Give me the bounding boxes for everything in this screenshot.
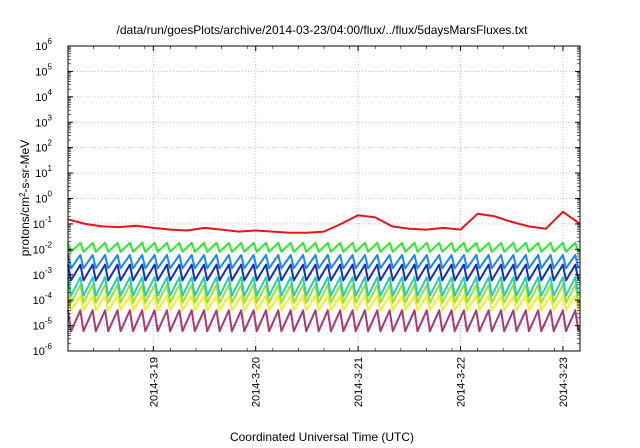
y-tick-exponent: 5	[48, 62, 53, 71]
y-tick-label: 102	[35, 139, 52, 155]
y-tick-label: 10-5	[33, 317, 53, 333]
y-tick-exponent: 3	[48, 113, 53, 122]
series-layer	[67, 210, 581, 333]
y-tick-exponent: -2	[45, 240, 53, 249]
y-tick-label: 105	[35, 62, 52, 78]
chart-title: /data/run/goesPlots/archive/2014-03-23/0…	[117, 23, 529, 37]
x-axis-label: Coordinated Universal Time (UTC)	[230, 430, 414, 444]
flux-series-line	[67, 241, 580, 253]
flux-series-line	[67, 276, 580, 297]
flux-series-line	[67, 254, 580, 270]
y-tick-exponent: 6	[48, 37, 53, 46]
y-tick-label: 10-6	[33, 342, 53, 358]
y-tick-label: 100	[35, 190, 52, 206]
y-tick-exponent: -4	[45, 291, 53, 300]
flux-series-line	[67, 263, 580, 282]
x-tick-label: 2014-3-22	[456, 357, 468, 407]
x-tick-label: 2014-3-21	[353, 357, 365, 407]
y-tick-label: 10-2	[33, 240, 53, 256]
x-tick-label: 2014-3-23	[558, 357, 570, 407]
x-tick-label: 2014-3-20	[251, 357, 263, 407]
x-tick-label: 2014-3-19	[148, 357, 160, 407]
y-tick-label: 10-4	[33, 291, 53, 307]
y-tick-exponent: -1	[45, 215, 53, 224]
y-tick-label: 104	[35, 88, 52, 104]
y-tick-label: 101	[35, 164, 52, 180]
y-tick-label: 10-3	[33, 266, 53, 282]
y-tick-exponent: -3	[45, 266, 53, 275]
flux-series-line	[67, 283, 580, 304]
flux-series-red-line	[67, 210, 581, 234]
flux-series-line	[67, 309, 580, 333]
y-tick-exponent: -6	[45, 342, 53, 351]
y-tick-exponent: 0	[48, 190, 53, 199]
y-tick-exponent: 2	[48, 139, 53, 148]
y-tick-exponent: 1	[48, 164, 53, 173]
y-tick-label: 103	[35, 113, 52, 129]
y-tick-label: 10-1	[33, 215, 53, 231]
x-axis: 2014-3-19 2014-3-20 2014-3-21 2014-3-22 2014…	[67, 46, 581, 407]
y-axis: 10-610-510-410-310-210-11001011021031041…	[33, 37, 580, 358]
y-tick-exponent: -5	[45, 317, 53, 326]
y-tick-exponent: 4	[48, 88, 53, 97]
y-axis-label-superscript: 2	[18, 192, 27, 197]
y-axis-label: protons/cm2-s-sr-MeV	[18, 140, 32, 256]
y-tick-label: 106	[35, 37, 52, 53]
flux-series-line	[67, 294, 580, 312]
